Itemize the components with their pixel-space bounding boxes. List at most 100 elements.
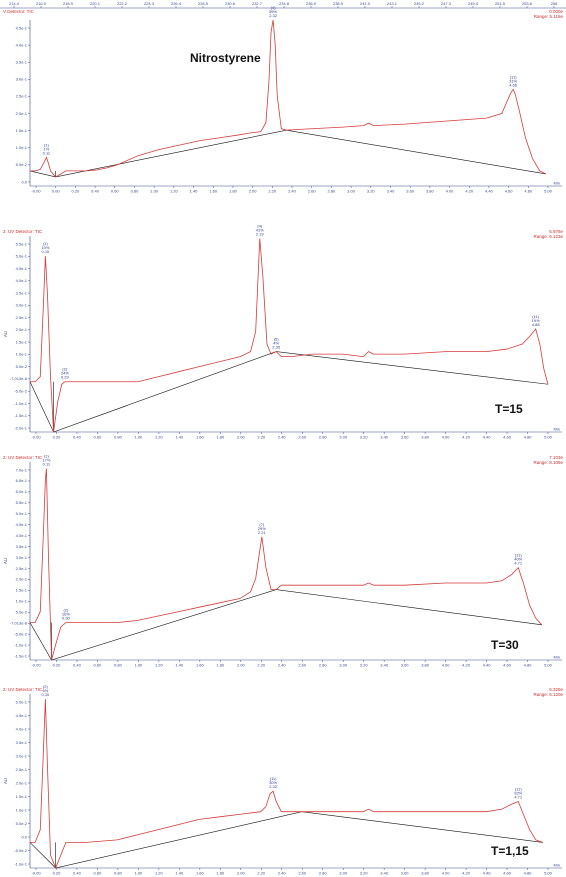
- y-tick-label: 0.0: [21, 834, 27, 839]
- peak-percent: 40%: [514, 557, 522, 562]
- peak-percent: 31%: [509, 78, 517, 83]
- top-axis-tick-label: 224.3: [144, 1, 155, 6]
- top-axis-tick-label: 256: [551, 1, 558, 6]
- peak-percent: 24%: [61, 371, 69, 376]
- y-tick-label: 0.0: [21, 179, 27, 184]
- x-tick-label: 3.00: [339, 435, 348, 440]
- peak-id: (2): [43, 684, 49, 689]
- peak-retention-time: 4.88: [532, 322, 541, 327]
- x-tick-label: -0.00: [31, 189, 41, 194]
- baseline: [29, 351, 549, 433]
- x-tick-label: 4.40: [483, 435, 492, 440]
- x-tick-label: 0.80: [114, 663, 123, 668]
- top-axis-tick-label: 226.4: [171, 1, 182, 6]
- range-bottom: Range: 6.120e: [533, 692, 563, 697]
- peak-id: (1): [44, 454, 50, 459]
- y-tick-label: -1.5e-1: [14, 653, 27, 658]
- y-tick-label: 4.5e-1: [16, 713, 28, 718]
- peak-retention-time: 0.11: [43, 150, 51, 155]
- x-tick-label: 4.80: [524, 435, 533, 440]
- x-tick-label: 4.20: [462, 663, 471, 668]
- peak-retention-time: 4.71: [514, 794, 523, 799]
- y-tick-label: 1.0e-1: [16, 352, 28, 357]
- peak-retention-time: 0.29: [61, 375, 70, 380]
- y-axis-label: AU: [3, 558, 8, 564]
- y-tick-label: 2.5e-1: [16, 566, 28, 571]
- y-tick-label: 4.5e-1: [16, 522, 28, 527]
- x-tick-label: 0.00: [52, 189, 61, 194]
- top-axis-tick-label: 238.9: [333, 1, 344, 6]
- peak-id: (11): [532, 314, 539, 319]
- y-tick-label: 2.5e-1: [16, 315, 28, 320]
- x-tick-label: 3.80: [426, 189, 435, 194]
- peak-percent: 30%: [269, 780, 277, 785]
- y-tick-label: 6.5e-1: [16, 478, 28, 483]
- peak-percent: 92%: [514, 790, 522, 795]
- x-tick-label: 2.40: [278, 435, 287, 440]
- x-tick-label: 1.00: [135, 663, 144, 668]
- y-tick-label: 3.5e-1: [16, 290, 28, 295]
- x-tick-label: 2.20: [257, 663, 266, 668]
- x-tick-label: 2.40: [278, 663, 287, 668]
- x-tick-label: 1.20: [155, 871, 164, 876]
- top-axis-tick-label: 230.6: [225, 1, 236, 6]
- x-tick-label: 0.80: [114, 871, 123, 876]
- x-tick-label: 4.40: [485, 189, 494, 194]
- range-top: 5.976e: [549, 229, 563, 234]
- peak-id: (11): [510, 74, 517, 79]
- x-tick-label: 0.40: [73, 871, 82, 876]
- panel-big-label: Nitrostyrene: [190, 51, 261, 65]
- x-tick-label: 3.40: [380, 871, 389, 876]
- range-bottom: Range: 5.116e: [534, 14, 564, 19]
- x-axis-unit: Min: [554, 863, 560, 868]
- x-tick-label: 1.20: [155, 435, 164, 440]
- peak-retention-time: 2.32: [269, 784, 278, 789]
- x-tick-label: 4.40: [483, 663, 492, 668]
- y-tick-label: 5.0e-2: [16, 364, 28, 369]
- x-tick-label: 1.80: [216, 663, 225, 668]
- peak-retention-time: 0.10: [41, 249, 50, 254]
- x-tick-label: 4.20: [462, 871, 471, 876]
- peak-id: (5): [274, 337, 280, 342]
- x-tick-label: 3.00: [339, 663, 348, 668]
- peak-retention-time: 2.21: [258, 530, 267, 535]
- x-tick-label: 1.40: [175, 663, 184, 668]
- x-tick-label: 2.00: [237, 663, 246, 668]
- top-axis-tick-label: 247.3: [441, 1, 452, 6]
- x-axis-unit: Min: [554, 181, 560, 186]
- peak-retention-time: 4.71: [514, 561, 523, 566]
- peak-retention-time: 0.10: [41, 692, 50, 697]
- x-tick-label: 1.00: [135, 871, 144, 876]
- x-axis-unit: Min: [554, 655, 560, 660]
- y-tick-label: -5.0e-2: [14, 631, 27, 636]
- x-tick-label: 1.80: [216, 435, 225, 440]
- x-tick-label: 3.00: [339, 871, 348, 876]
- x-tick-label: 3.40: [380, 435, 389, 440]
- y-tick-label: 6.0e-1: [16, 489, 28, 494]
- x-tick-label: 3.60: [401, 663, 410, 668]
- x-tick-label: -0.00: [31, 663, 41, 668]
- top-axis-tick-label: 245.2: [414, 1, 425, 6]
- peak-percent: 4%: [273, 341, 279, 346]
- x-tick-label: 0.60: [111, 189, 120, 194]
- x-tick-label: 3.20: [367, 189, 376, 194]
- y-tick-label: 2.0e-1: [16, 780, 28, 785]
- peak-percent: 16%: [62, 612, 70, 617]
- x-tick-label: 0.80: [131, 189, 140, 194]
- x-tick-label: -0.00: [31, 871, 41, 876]
- x-tick-label: 2.00: [237, 435, 246, 440]
- x-tick-label: 2.60: [298, 663, 307, 668]
- x-tick-label: 2.60: [308, 189, 317, 194]
- x-tick-label: 3.00: [347, 189, 356, 194]
- x-tick-label: 1.20: [170, 189, 179, 194]
- y-tick-label: 3.0e-1: [16, 77, 28, 82]
- x-tick-label: 0.60: [94, 871, 103, 876]
- top-axis-tick-label: 236.9: [306, 1, 317, 6]
- x-tick-label: 3.60: [401, 871, 410, 876]
- y-tick-label: 3.0e-1: [16, 303, 28, 308]
- x-tick-label: 0.60: [94, 435, 103, 440]
- top-axis-tick-label: 243.1: [387, 1, 398, 6]
